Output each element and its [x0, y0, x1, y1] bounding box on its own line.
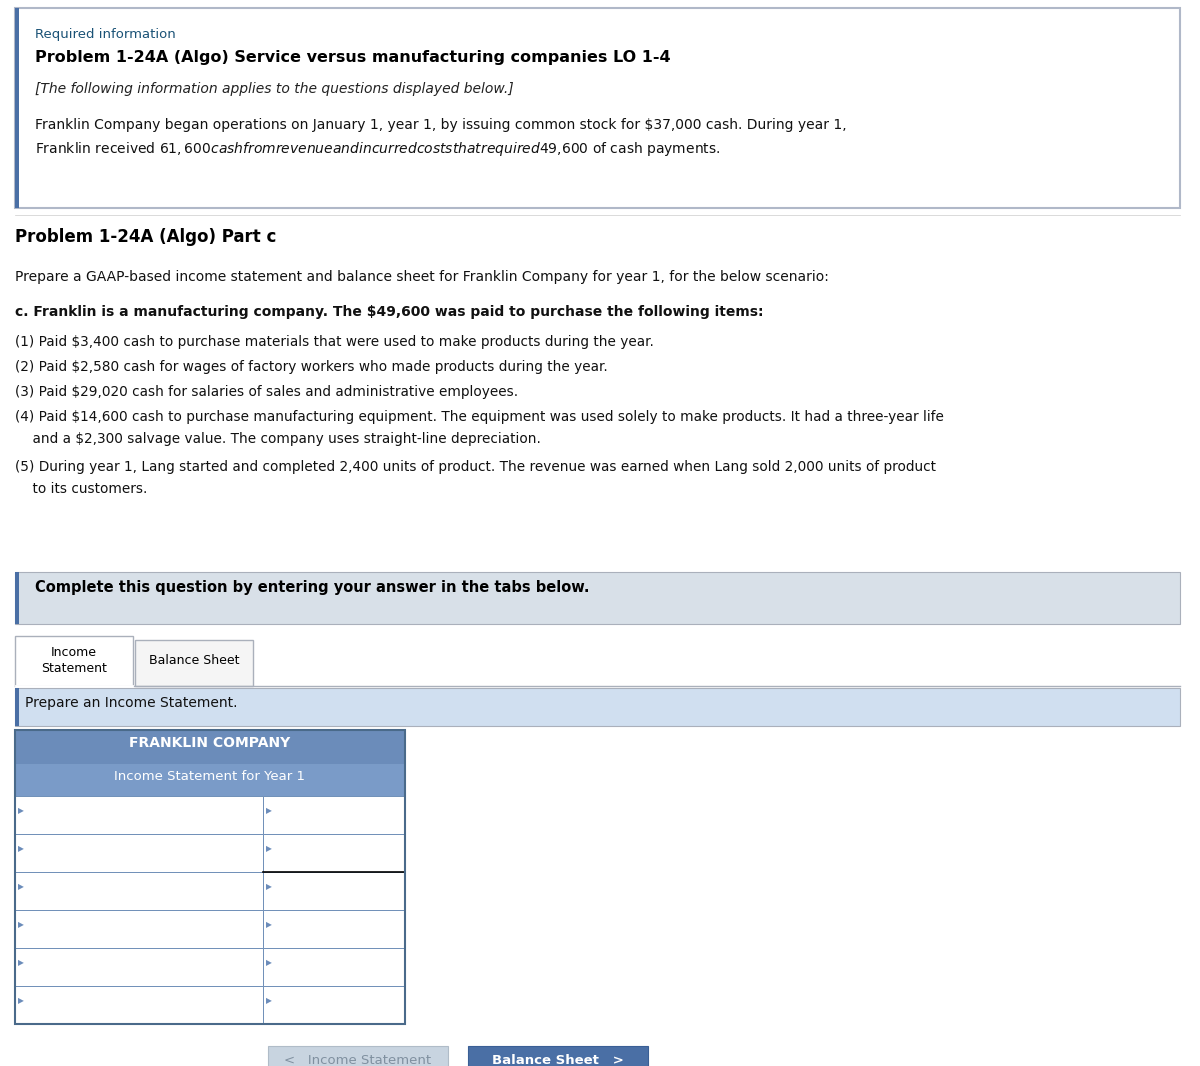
Text: Required information: Required information — [35, 28, 175, 41]
Bar — [14, 572, 19, 624]
Bar — [468, 1046, 648, 1066]
Text: (4) Paid $14,600 cash to purchase manufacturing equipment. The equipment was use: (4) Paid $14,600 cash to purchase manufa… — [14, 410, 944, 424]
Text: ▶: ▶ — [18, 920, 24, 928]
Text: Problem 1-24A (Algo) Service versus manufacturing companies LO 1-4: Problem 1-24A (Algo) Service versus manu… — [35, 50, 671, 65]
Text: ▶: ▶ — [18, 844, 24, 853]
Bar — [263, 834, 406, 872]
Text: ▶: ▶ — [18, 882, 24, 891]
Text: c. Franklin is a manufacturing company. The $49,600 was paid to purchase the fol: c. Franklin is a manufacturing company. … — [14, 305, 763, 319]
Bar — [14, 834, 263, 872]
Bar — [14, 636, 133, 687]
Bar — [263, 948, 406, 986]
Bar — [14, 764, 406, 796]
Text: Franklin received $61,600 cash from revenue and incurred costs that required $49: Franklin received $61,600 cash from reve… — [35, 140, 720, 158]
Text: Problem 1-24A (Algo) Part c: Problem 1-24A (Algo) Part c — [14, 228, 276, 246]
Bar — [14, 796, 263, 834]
Text: Prepare a GAAP-based income statement and balance sheet for Franklin Company for: Prepare a GAAP-based income statement an… — [14, 270, 829, 284]
Text: (5) During year 1, Lang started and completed 2,400 units of product. The revenu: (5) During year 1, Lang started and comp… — [14, 461, 936, 474]
Text: ▶: ▶ — [18, 806, 24, 815]
Text: and a $2,300 salvage value. The company uses straight-line depreciation.: and a $2,300 salvage value. The company … — [14, 432, 541, 446]
Bar — [263, 910, 406, 948]
Bar — [263, 796, 406, 834]
Bar — [134, 640, 253, 687]
Bar — [14, 948, 263, 986]
Bar — [14, 872, 263, 910]
Bar — [14, 730, 406, 1024]
Text: ▶: ▶ — [266, 958, 272, 967]
Text: ▶: ▶ — [266, 844, 272, 853]
Bar — [14, 986, 263, 1024]
Text: (2) Paid $2,580 cash for wages of factory workers who made products during the y: (2) Paid $2,580 cash for wages of factor… — [14, 360, 607, 374]
Text: Balance Sheet: Balance Sheet — [149, 655, 239, 667]
Bar — [14, 730, 406, 764]
Bar — [14, 688, 1180, 726]
Bar — [14, 688, 19, 726]
Text: <   Income Statement: < Income Statement — [284, 1054, 432, 1066]
Text: ▶: ▶ — [266, 806, 272, 815]
Bar — [14, 9, 1180, 208]
Text: Income: Income — [50, 646, 97, 659]
Text: ▶: ▶ — [266, 996, 272, 1005]
Text: (1) Paid $3,400 cash to purchase materials that were used to make products durin: (1) Paid $3,400 cash to purchase materia… — [14, 335, 654, 349]
Bar — [263, 872, 406, 910]
Bar — [14, 910, 263, 948]
Text: Prepare an Income Statement.: Prepare an Income Statement. — [25, 696, 238, 710]
Text: Franklin Company began operations on January 1, year 1, by issuing common stock : Franklin Company began operations on Jan… — [35, 118, 847, 132]
Text: Balance Sheet   >: Balance Sheet > — [492, 1054, 624, 1066]
Bar — [268, 1046, 448, 1066]
Bar — [14, 9, 19, 208]
Text: FRANKLIN COMPANY: FRANKLIN COMPANY — [130, 736, 290, 750]
Text: to its customers.: to its customers. — [14, 482, 148, 496]
Text: Statement: Statement — [41, 662, 107, 675]
Text: Complete this question by entering your answer in the tabs below.: Complete this question by entering your … — [35, 580, 589, 595]
Text: ▶: ▶ — [18, 996, 24, 1005]
Text: ▶: ▶ — [266, 920, 272, 928]
Bar — [263, 986, 406, 1024]
Bar — [14, 572, 1180, 624]
Text: [The following information applies to the questions displayed below.]: [The following information applies to th… — [35, 82, 514, 96]
Text: ▶: ▶ — [266, 882, 272, 891]
Text: Income Statement for Year 1: Income Statement for Year 1 — [114, 770, 306, 784]
Text: (3) Paid $29,020 cash for salaries of sales and administrative employees.: (3) Paid $29,020 cash for salaries of sa… — [14, 385, 518, 399]
Text: ▶: ▶ — [18, 958, 24, 967]
